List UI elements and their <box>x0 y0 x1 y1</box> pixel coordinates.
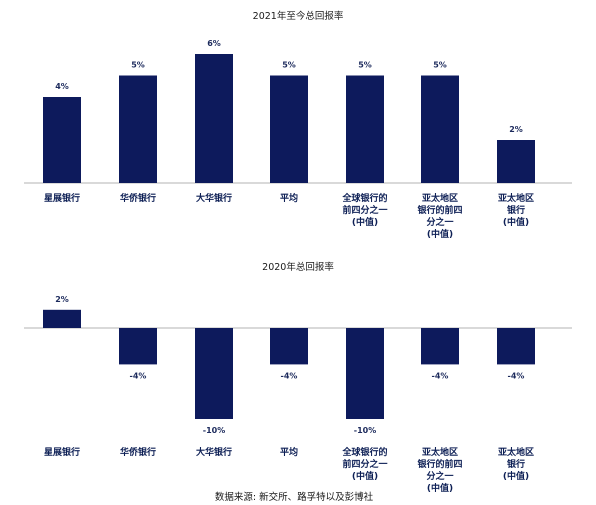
value-label-2020-3: -10% <box>203 426 225 435</box>
category-label-2020-7: 亚太地区银行(中值) <box>498 446 534 482</box>
category-label-line: 华侨银行 <box>120 446 156 458</box>
value-label-2020-1: 2% <box>55 295 69 304</box>
category-label-2021-6: 亚太地区银行的前四分之一(中值) <box>417 192 462 240</box>
bar-2021-3 <box>195 54 233 183</box>
category-label-line: (中值) <box>427 228 453 240</box>
category-label-line: 全球银行的 <box>341 446 387 458</box>
bar-2021-2 <box>119 75 157 183</box>
category-label-line: 前四分之一 <box>342 458 387 470</box>
category-label-line: 分之一 <box>426 216 453 228</box>
category-label-2021-2: 华侨银行 <box>120 192 156 204</box>
value-label-2020-5: -10% <box>354 426 376 435</box>
value-label-2020-4: -4% <box>281 371 298 380</box>
category-label-2020-3: 大华银行 <box>196 446 232 458</box>
bar-2020-6 <box>421 328 459 365</box>
value-label-2021-7: 2% <box>509 125 523 134</box>
value-label-2021-2: 5% <box>131 61 145 70</box>
category-label-2020-1: 星展银行 <box>44 446 80 458</box>
category-label-2021-1: 星展银行 <box>44 192 80 204</box>
category-label-line: 银行 <box>507 458 525 470</box>
category-label-2021-4: 平均 <box>280 192 298 204</box>
value-label-2021-1: 4% <box>55 82 69 91</box>
category-label-line: 亚太地区 <box>498 192 534 204</box>
category-label-line: 大华银行 <box>196 192 232 204</box>
category-label-line: 亚太地区 <box>422 192 458 204</box>
bar-2020-5 <box>346 328 384 419</box>
category-label-line: 平均 <box>280 192 298 204</box>
category-label-line: 前四分之一 <box>342 204 387 216</box>
chart-title-2021: 2021年至今总回报率 <box>253 10 344 22</box>
category-label-2020-2: 华侨银行 <box>120 446 156 458</box>
category-label-line: 亚太地区 <box>498 446 534 458</box>
chart-panel-2020: 2% 星展银行 -4% 华侨银行 -10% 大华银行 -4% 平均 -10% 全球银行的前四分之一… <box>24 295 572 494</box>
category-label-line: (中值) <box>352 470 378 482</box>
category-label-2021-3: 大华银行 <box>196 192 232 204</box>
value-label-2021-3: 6% <box>207 39 221 48</box>
bar-2020-2 <box>119 328 157 365</box>
category-label-line: 亚太地区 <box>422 446 458 458</box>
category-label-2021-7: 亚太地区银行(中值) <box>498 192 534 228</box>
value-label-2021-4: 5% <box>282 61 296 70</box>
category-label-2021-5: 全球银行的前四分之一(中值) <box>341 192 387 228</box>
category-label-2020-4: 平均 <box>280 446 298 458</box>
category-label-line: 全球银行的 <box>341 192 387 204</box>
value-label-2021-6: 5% <box>433 61 447 70</box>
chart-title-2020: 2020年总回报率 <box>262 261 334 273</box>
source-note: 数据来源: 新交所、路孚特以及彭博社 <box>215 491 374 503</box>
bar-2021-4 <box>270 75 308 183</box>
value-label-2020-6: -4% <box>432 371 449 380</box>
value-label-2020-7: -4% <box>508 371 525 380</box>
category-label-line: 华侨银行 <box>120 192 156 204</box>
bar-2020-7 <box>497 328 535 365</box>
bar-2020-4 <box>270 328 308 365</box>
category-label-line: 银行的前四 <box>417 204 462 216</box>
category-label-line: (中值) <box>427 482 453 494</box>
chart-panel-2021: 4%星展银行5%华侨银行6%大华银行5%平均5%全球银行的前四分之一(中值)5%… <box>24 39 572 240</box>
category-label-line: (中值) <box>503 470 529 482</box>
category-label-line: (中值) <box>352 216 378 228</box>
category-label-line: 银行 <box>507 204 525 216</box>
category-label-line: 大华银行 <box>196 446 232 458</box>
bar-2021-7 <box>497 140 535 183</box>
bar-2020-3 <box>195 328 233 419</box>
bar-2021-5 <box>346 75 384 183</box>
bar-2021-1 <box>43 97 81 183</box>
category-label-line: 平均 <box>280 446 298 458</box>
category-label-line: 银行的前四 <box>417 458 462 470</box>
category-label-line: (中值) <box>503 216 529 228</box>
bar-2020-1 <box>43 309 81 328</box>
bar-2021-6 <box>421 75 459 183</box>
value-label-2020-2: -4% <box>130 371 147 380</box>
category-label-line: 星展银行 <box>44 446 80 458</box>
category-label-line: 分之一 <box>426 470 453 482</box>
category-label-line: 星展银行 <box>44 192 80 204</box>
category-label-2020-6: 亚太地区银行的前四分之一(中值) <box>417 446 462 494</box>
category-label-2020-5: 全球银行的前四分之一(中值) <box>341 446 387 482</box>
value-label-2021-5: 5% <box>358 61 372 70</box>
